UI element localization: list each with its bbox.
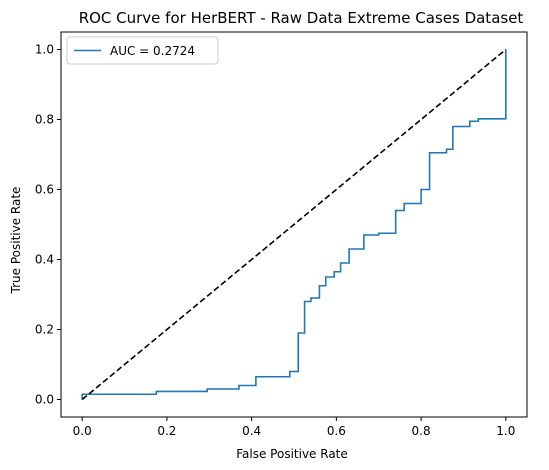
y-axis-ticks: 0.0 0.2 0.4 0.6 0.8 1.0 [35, 43, 61, 407]
y-tick-label: 0.2 [35, 323, 54, 337]
x-tick-label: 0.4 [242, 424, 261, 438]
x-axis-label: False Positive Rate [236, 447, 348, 461]
y-tick-label: 0.0 [35, 393, 54, 407]
legend-label-roc: AUC = 0.2724 [110, 44, 195, 58]
chance-diagonal-line [81, 48, 507, 401]
x-tick-label: 0.8 [412, 424, 431, 438]
plot-frame [60, 31, 528, 418]
x-tick-label: 0.2 [157, 424, 176, 438]
legend-box [66, 36, 219, 65]
x-tick-label: 0.0 [73, 424, 92, 438]
y-tick-label: 1.0 [35, 43, 54, 57]
y-tick-label: 0.4 [35, 253, 54, 267]
y-tick-label: 0.8 [35, 113, 54, 127]
y-axis-label: True Positive Rate [9, 187, 23, 295]
legend: AUC = 0.2724 [66, 36, 219, 65]
chart-title: ROC Curve for HerBERT - Raw Data Extreme… [79, 9, 524, 27]
plot-area [60, 31, 528, 418]
x-tick-label: 0.6 [327, 424, 346, 438]
roc-curve-line [81, 49, 507, 400]
y-tick-label: 0.6 [35, 183, 54, 197]
x-tick-label: 1.0 [496, 424, 515, 438]
x-axis-ticks: 0.0 0.2 0.4 0.6 0.8 1.0 [73, 417, 515, 438]
